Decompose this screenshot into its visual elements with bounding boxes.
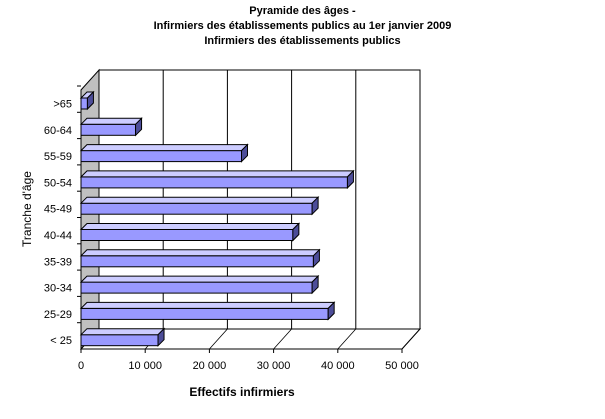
y-tick-label: 25-29: [44, 309, 72, 321]
x-axis-ticks: 0 10 000 20 000 30 000 40 000 50 000: [78, 348, 419, 372]
bar: [79, 143, 249, 163]
y-axis-ticks: < 25 25-29 30-34 35-39 40-44 45-49 50-54 55-59 6…: [44, 85, 82, 349]
chart-title-line-1: Pyramide des âges -: [249, 5, 356, 17]
bar-front: [80, 97, 88, 110]
x-tick-label: 10 000: [128, 360, 162, 372]
bar: [79, 195, 320, 216]
y-tick-label: >65: [53, 99, 72, 111]
bar-front: [80, 150, 242, 163]
y-tick-label: 50-54: [44, 177, 72, 189]
bar-top: [79, 223, 301, 230]
bar: [79, 327, 166, 347]
chart-title-line-3: Infirmiers des établissements publics: [204, 35, 401, 47]
bar-side: [311, 195, 319, 216]
bar-front: [80, 229, 294, 241]
bar-side: [157, 327, 165, 347]
bar: [79, 117, 143, 137]
bar-side: [292, 222, 300, 242]
bar-side: [346, 169, 354, 190]
x-tick-label: 30 000: [257, 360, 291, 372]
bar-side: [311, 274, 319, 295]
y-tick-label: 35-39: [44, 256, 72, 268]
bars: [79, 90, 355, 347]
bar: [79, 274, 320, 295]
bar-top: [79, 249, 321, 257]
bar-front: [80, 307, 329, 320]
bar-top: [79, 328, 166, 336]
bar-top: [79, 117, 143, 125]
bar-side: [86, 90, 94, 111]
bar: [79, 90, 95, 111]
chart-title: Pyramide des âges - Infirmiers des établ…: [0, 4, 605, 49]
x-tick-label: 40 000: [321, 360, 355, 372]
bar-top: [79, 170, 355, 178]
x-tick-label: 50 000: [385, 360, 419, 372]
bar: [79, 301, 336, 321]
bar-front: [80, 334, 159, 347]
x-tick-label: 20 000: [193, 360, 227, 372]
bar-front: [80, 123, 137, 136]
bar-front: [80, 176, 348, 189]
bar-front: [80, 255, 314, 268]
bar-side: [312, 248, 320, 269]
bar-side: [241, 143, 248, 163]
y-tick-label: < 25: [50, 335, 72, 347]
floor-gridline: [401, 328, 421, 350]
bar: [79, 169, 355, 190]
floor-gridline: [273, 328, 292, 350]
bar-side: [135, 117, 143, 137]
y-axis-label: Tranche d'âge: [20, 171, 34, 247]
floor-gridline: [209, 328, 228, 350]
bar: [79, 248, 321, 269]
chart-title-line-2: Infirmiers des établissements publics au…: [153, 20, 452, 32]
bar-top: [79, 144, 249, 152]
y-tick-label: 60-64: [44, 125, 72, 137]
y-tick-label: 45-49: [44, 204, 72, 216]
y-tick-label: 55-59: [44, 151, 72, 163]
bar-top: [79, 275, 320, 283]
bar-front: [80, 202, 313, 215]
y-tick-label: 40-44: [44, 230, 72, 242]
bar-front: [80, 281, 313, 294]
bar-top: [79, 196, 320, 204]
x-tick-label: 0: [78, 360, 84, 372]
x-axis-label: Effectifs infirmiers: [189, 385, 295, 399]
y-tick-label: 30-34: [44, 283, 72, 295]
floor-gridline: [337, 328, 357, 350]
bar-top: [79, 301, 336, 309]
bar-side: [327, 301, 335, 321]
bar: [79, 222, 301, 242]
